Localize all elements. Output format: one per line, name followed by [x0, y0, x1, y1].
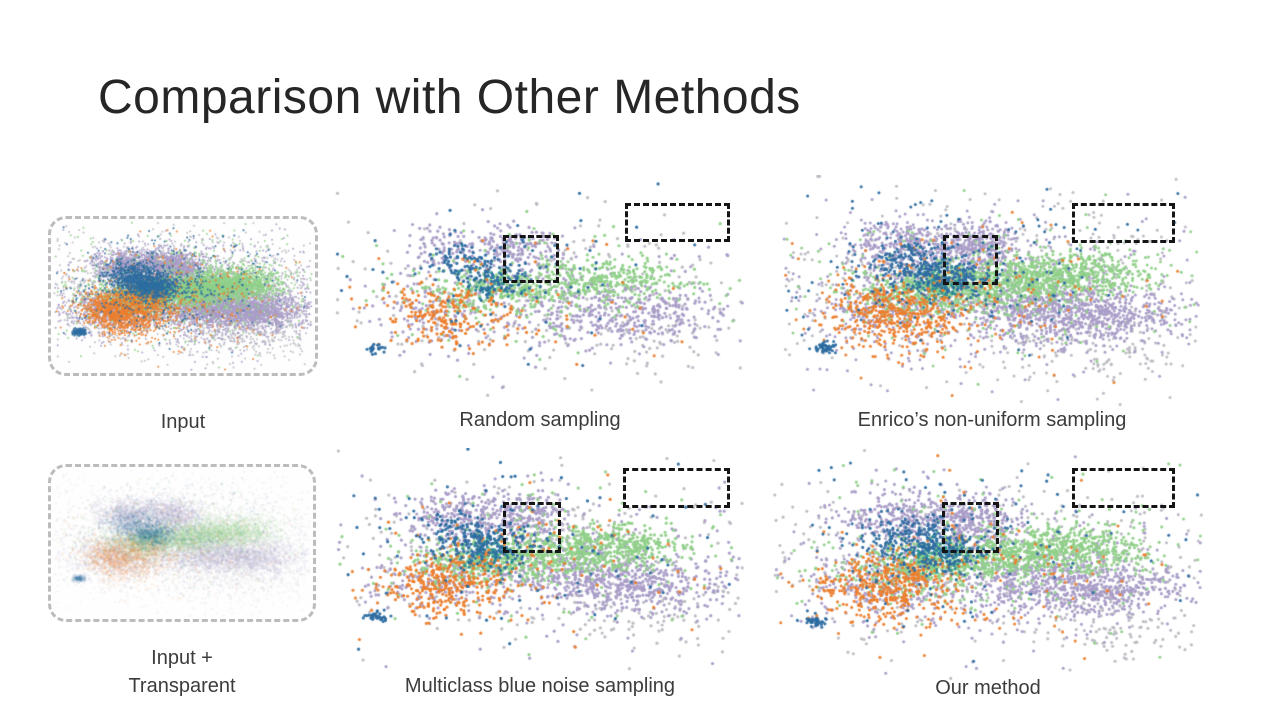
- our-method-scatter-plot: [772, 448, 1204, 683]
- panel-input: Input: [48, 216, 318, 446]
- panel-multiclass-caption: Multiclass blue noise sampling: [404, 675, 676, 697]
- panel-our-caption: Our method: [935, 677, 1041, 699]
- highlight-rect: [625, 203, 730, 242]
- input-dashed-frame: [48, 216, 318, 376]
- random-sampling-scatter-plot: [335, 180, 745, 408]
- panel-input-transparent: Input + Transparent: [48, 464, 316, 714]
- panel-input-caption: Input: [160, 411, 206, 433]
- slide-title: Comparison with Other Methods: [98, 71, 801, 124]
- highlight-rect: [1072, 468, 1175, 508]
- input-scatter-plot: [53, 221, 313, 371]
- panel-input-transparent-caption: Input + Transparent: [128, 647, 236, 697]
- input-transparent-dashed-frame: [48, 464, 316, 622]
- enrico-sampling-scatter-plot: [782, 175, 1202, 408]
- panel-random-caption: Random sampling: [459, 409, 621, 431]
- input-transparent-scatter-plot: [53, 469, 311, 617]
- panel-random-sampling: Random sampling: [335, 180, 745, 440]
- panel-our-method: Our method: [772, 448, 1204, 710]
- panel-multiclass-sampling: Multiclass blue noise sampling: [335, 448, 745, 708]
- multiclass-sampling-scatter-plot: [335, 448, 745, 676]
- highlight-square: [503, 502, 561, 553]
- highlight-square: [943, 235, 998, 285]
- highlight-square: [503, 235, 559, 283]
- panel-enrico-caption: Enrico’s non-uniform sampling: [857, 409, 1127, 431]
- panel-enrico-sampling: Enrico’s non-uniform sampling: [782, 175, 1202, 440]
- highlight-rect: [623, 468, 730, 508]
- highlight-square: [942, 502, 999, 553]
- highlight-rect: [1072, 203, 1175, 243]
